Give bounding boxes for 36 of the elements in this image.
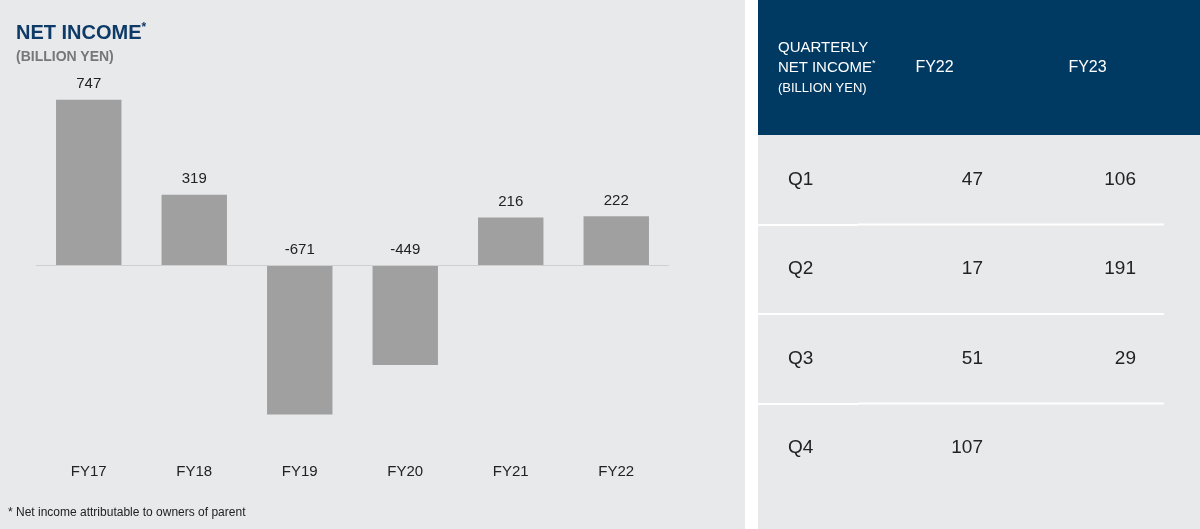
- bar: [478, 217, 544, 266]
- chart-title: QUARTERLY NET INCOME$^{*}$: [778, 38, 877, 75]
- text: * Net income attributable to owners of parent: [8, 505, 246, 519]
- bar: [161, 194, 227, 266]
- x-tick-label: FY21: [492, 462, 529, 480]
- data-label: 106: [1104, 167, 1136, 189]
- bar: [56, 99, 122, 266]
- x-tick-label: FY19: [281, 462, 318, 480]
- data-label: 47: [961, 167, 983, 189]
- x-tick-label: FY17: [70, 462, 107, 480]
- y-tick-label: Q1: [788, 167, 814, 189]
- y-tick-label: Q3: [788, 346, 814, 368]
- data-label: 216: [498, 192, 524, 210]
- chart-subtitle: (BILLION YEN): [16, 48, 114, 64]
- bar: [583, 216, 649, 266]
- bar: [267, 265, 333, 415]
- x-tick-label: FY22: [598, 462, 635, 480]
- chart-subtitle: (BILLION YEN): [778, 80, 867, 95]
- bar: [372, 265, 438, 366]
- y-tick-label: Q4: [788, 436, 814, 458]
- y-tick-label: Q2: [788, 257, 814, 279]
- x-tick-label: FY22: [915, 57, 954, 75]
- data-label: 222: [603, 190, 629, 208]
- data-label: 319: [181, 169, 207, 187]
- x-tick-label: FY20: [387, 462, 424, 480]
- x-tick-label: FY23: [1068, 57, 1107, 75]
- data-label: 747: [76, 74, 102, 92]
- x-tick-label: FY18: [176, 462, 213, 480]
- data-label: 51: [961, 346, 983, 368]
- chart-title: NET INCOME$^{*}$: [16, 20, 147, 44]
- data-label: -671: [284, 240, 315, 258]
- data-label: 107: [951, 436, 983, 458]
- data-label: 17: [961, 257, 983, 279]
- data-label: -449: [390, 240, 421, 258]
- data-label: 29: [1114, 346, 1136, 368]
- data-label: 191: [1104, 257, 1136, 279]
